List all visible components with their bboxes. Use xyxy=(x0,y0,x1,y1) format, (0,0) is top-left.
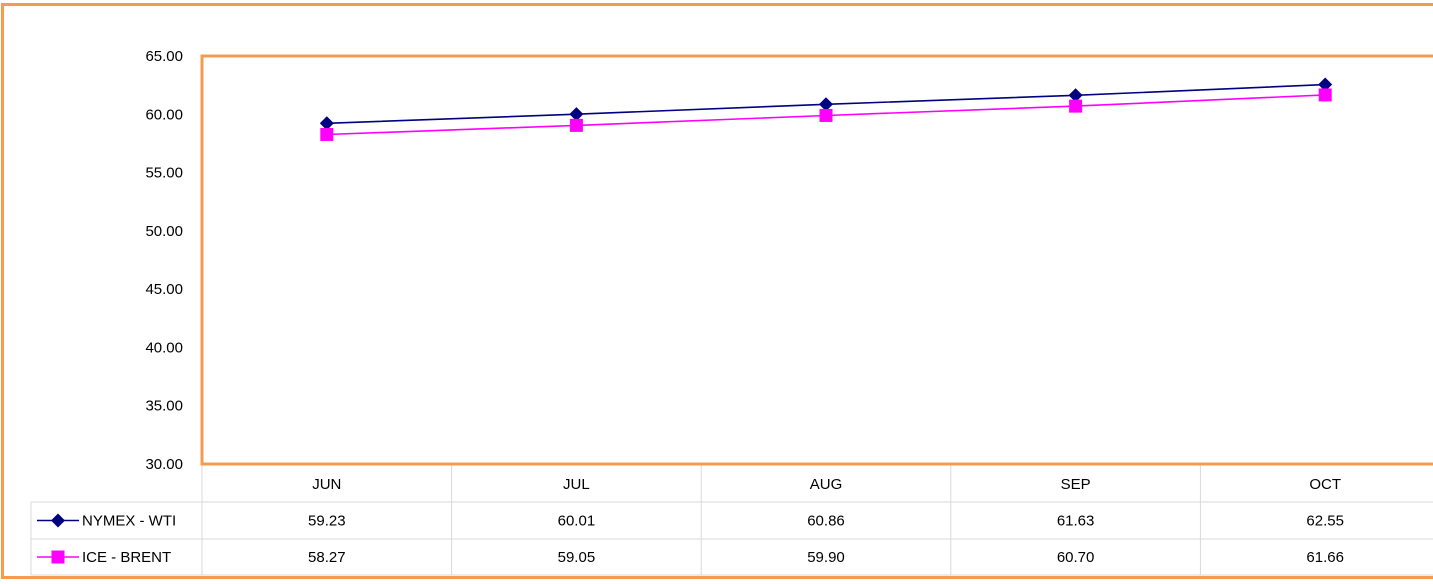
data-label: 61.63 xyxy=(1057,513,1095,530)
data-point-marker xyxy=(819,97,833,112)
y-tick-label: 35.00 xyxy=(145,398,183,415)
legend-marker-diamond xyxy=(51,513,65,528)
data-point-marker xyxy=(819,108,833,122)
x-tick-label: AUG xyxy=(810,476,843,493)
x-tick-label: SEP xyxy=(1061,476,1091,493)
x-tick-label: JUN xyxy=(312,476,341,493)
data-label: 62.55 xyxy=(1306,513,1344,530)
legend-label: NYMEX - WTI xyxy=(82,513,176,530)
y-tick-label: 45.00 xyxy=(145,281,183,298)
data-label: 58.27 xyxy=(308,549,346,566)
data-label: 60.01 xyxy=(558,513,596,530)
x-tick-label: OCT xyxy=(1309,476,1341,493)
data-point-marker xyxy=(320,127,334,141)
data-point-marker xyxy=(319,116,334,131)
data-label: 59.90 xyxy=(807,549,845,566)
data-label: 61.66 xyxy=(1306,549,1344,566)
data-point-marker xyxy=(569,118,583,132)
y-tick-label: 40.00 xyxy=(145,339,183,356)
y-tick-label: 60.00 xyxy=(145,106,183,123)
series-layer xyxy=(319,77,1333,141)
data-label: 59.05 xyxy=(558,549,596,566)
data-point-marker xyxy=(1069,99,1083,113)
data-table-grid xyxy=(30,464,1433,576)
y-tick-label: 50.00 xyxy=(145,223,183,240)
data-label: 60.70 xyxy=(1057,549,1095,566)
data-point-marker xyxy=(1068,88,1083,103)
legend-marker-square xyxy=(51,550,65,564)
y-tick-label: 55.00 xyxy=(145,165,183,182)
chart-frame xyxy=(1,3,1433,579)
x-tick-label: JUL xyxy=(563,476,590,493)
data-label: 60.86 xyxy=(807,513,845,530)
y-tick-label: 30.00 xyxy=(145,456,183,473)
data-label: 59.23 xyxy=(308,513,346,530)
y-tick-label: 65.00 xyxy=(145,48,183,65)
plot-area xyxy=(200,54,1433,466)
data-point-marker xyxy=(1318,77,1333,92)
data-point-marker xyxy=(1318,88,1332,102)
data-table: JUN JUL AUG SEP OCT NYMEX - WTI 59.23 60.01 60.8… xyxy=(37,476,1344,566)
data-point-marker xyxy=(569,107,584,122)
legend-label: ICE - BRENT xyxy=(82,549,171,566)
y-axis: 30.00 35.00 40.00 45.00 50.00 55.00 60.00 65.00 xyxy=(145,48,183,473)
